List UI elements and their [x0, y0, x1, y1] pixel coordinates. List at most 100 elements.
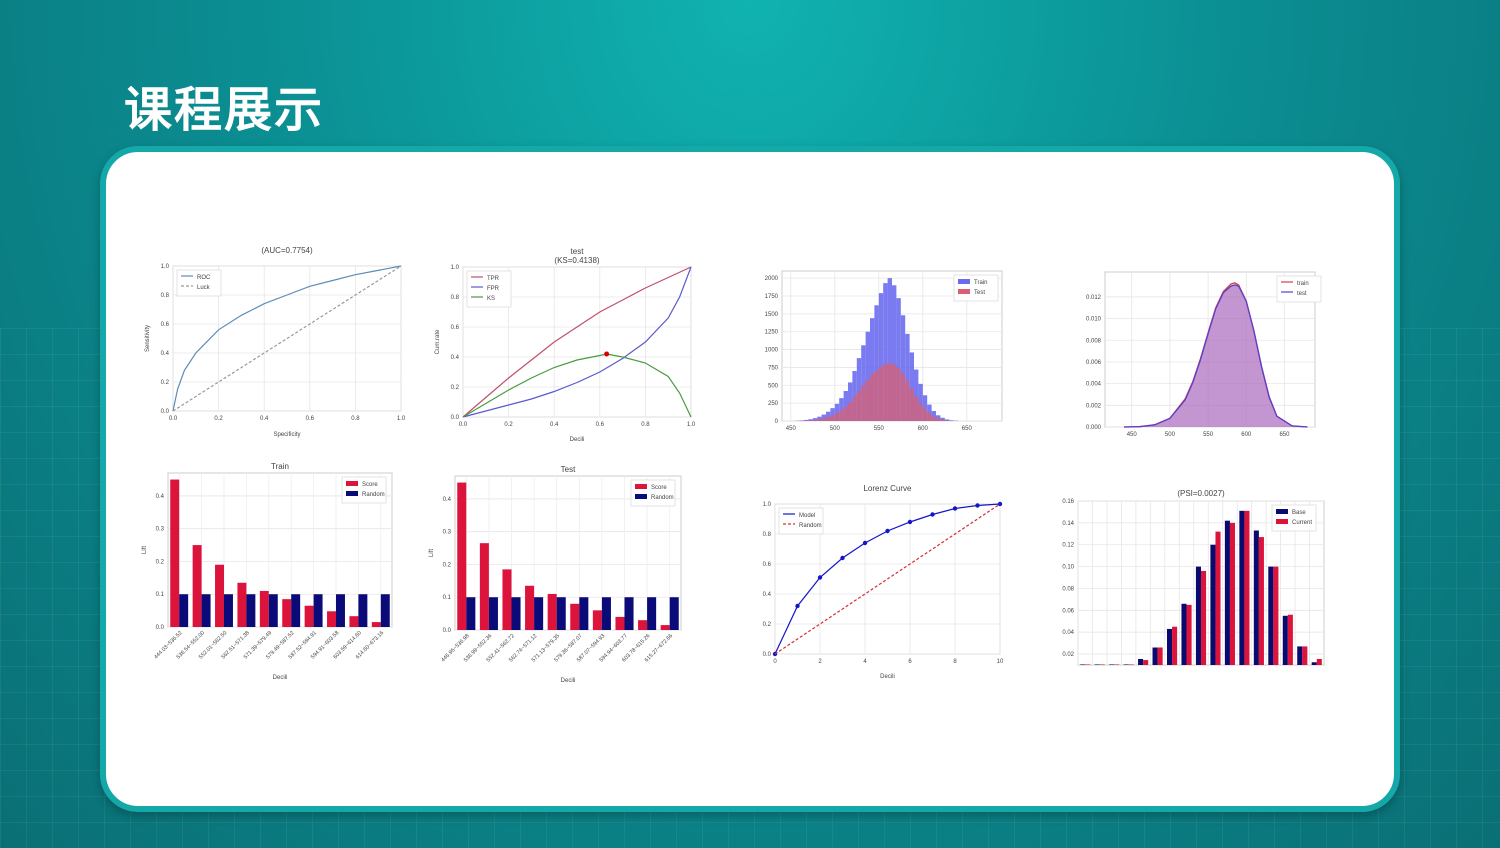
- psi-bar-current: [1316, 658, 1322, 665]
- lorenz-x-tick: 10: [997, 659, 1004, 665]
- lift-train-bar-score: [304, 605, 314, 627]
- lift-test-bar-random: [488, 597, 498, 630]
- hist-bar-train: [812, 418, 818, 421]
- lorenz-point: [795, 603, 800, 609]
- hist-bar-test: [883, 363, 888, 421]
- hist-bar-test: [887, 363, 892, 421]
- lift-test-y-tick: 0.1: [443, 595, 452, 601]
- hist-bar-test: [861, 385, 866, 421]
- psi-bar-base: [1253, 530, 1259, 665]
- hist-bar-test: [870, 374, 875, 421]
- hist-y-tick: 250: [768, 401, 779, 407]
- lift-train-bar-score: [192, 545, 202, 627]
- roc-series-roc: [172, 265, 402, 412]
- lorenz-point: [930, 512, 935, 517]
- lift-test-bar-score: [525, 585, 535, 630]
- lift-test-legend-swatch: [635, 494, 647, 499]
- psi-y-tick: 0.02: [1062, 652, 1074, 658]
- lift-test-x-label: Decili: [561, 678, 576, 684]
- psi-y-tick: 0.16: [1062, 499, 1074, 505]
- lorenz-point: [907, 519, 913, 525]
- lift-train-title: Train: [271, 462, 289, 471]
- lift-test-legend-box: [630, 479, 676, 507]
- ks-y-label: Cum.rate: [435, 329, 441, 354]
- kde-x-tick: 600: [1241, 432, 1252, 438]
- roc-x-tick: 1.0: [397, 416, 406, 422]
- lift-test-bar-score: [638, 620, 648, 630]
- psi-bar-current: [1128, 664, 1134, 665]
- psi-bar-current: [1244, 510, 1250, 665]
- lift-test-bar-score: [502, 569, 512, 630]
- lorenz-point: [952, 506, 958, 511]
- roc-x-tick: 0.4: [260, 416, 269, 422]
- hist-bar-test: [834, 413, 840, 421]
- hist-legend-swatch: [958, 279, 970, 284]
- hist-x-tick: 650: [962, 426, 973, 432]
- psi-y-tick: 0.10: [1062, 565, 1074, 571]
- hist-bar-test: [914, 396, 919, 421]
- psi-bar-base: [1138, 658, 1144, 665]
- lorenz-y-tick: 0.4: [763, 592, 772, 598]
- lift-test-bar-random: [601, 597, 611, 630]
- psi-y-tick: 0.04: [1062, 630, 1074, 636]
- lift-train-bar-score: [237, 582, 247, 627]
- lift-train-legend-swatch: [346, 491, 358, 496]
- hist-y-tick: 500: [768, 383, 779, 389]
- hist-bar-train: [834, 403, 840, 421]
- lift-train-chart: 0.00.10.20.30.4444.03~536.52536.54~552.0…: [142, 462, 393, 681]
- psi-bar-current: [1258, 537, 1264, 665]
- lift-train-bar-random: [268, 594, 278, 627]
- hist-bar-train: [900, 315, 906, 421]
- ks-x-tick: 0.0: [459, 422, 468, 428]
- lorenz-y-tick: 0.6: [763, 562, 772, 568]
- lift-train-bar-score: [282, 599, 292, 627]
- hist-bar-train: [830, 408, 835, 421]
- lift-test-bar-random: [534, 597, 544, 630]
- lift-train-bar-random: [291, 594, 301, 627]
- roc-title: (AUC=0.7754): [261, 246, 313, 255]
- psi-bar-current: [1114, 664, 1120, 665]
- hist-legend-label: Test: [974, 290, 985, 296]
- psi-bar-base: [1268, 566, 1274, 665]
- kde-x-tick: 550: [1203, 432, 1214, 438]
- roc-series-luck: [172, 265, 402, 412]
- hist-bar-train: [918, 383, 923, 421]
- lift-test-chart: 0.00.10.20.30.4446.95~536.98536.99~552.3…: [429, 465, 682, 684]
- lift-train-bar-random: [179, 594, 189, 627]
- hist-bar-train: [922, 395, 928, 421]
- ks-chart: 0.0 0.2 0.4 0.6 0.8 1.0 0.0 0.2 0.4 0.6 0.8 1.0 test…: [435, 247, 696, 443]
- kde-y-tick: 0.000: [1086, 425, 1102, 431]
- lorenz-title: Lorenz Curve: [863, 484, 912, 493]
- lift-test-y-tick: 0.3: [443, 530, 452, 536]
- psi-bar-base: [1311, 662, 1317, 665]
- lift-test-title: Test: [561, 465, 576, 474]
- hist-bar-test: [878, 366, 884, 421]
- psi-bar-base: [1195, 566, 1201, 665]
- psi-chart: 0.02 0.04 0.06 0.08 0.10 0.12 0.14 0.16 (PSI=0.0…: [1062, 489, 1325, 666]
- lorenz-x-label: Decili: [880, 674, 895, 680]
- lift-test-bar-score: [615, 616, 625, 630]
- roc-y-tick: 0.8: [161, 293, 170, 299]
- lorenz-point: [975, 503, 980, 508]
- lorenz-legend-box: [778, 507, 824, 535]
- roc-legend-box: [176, 269, 222, 297]
- lift-train-bar-score: [170, 479, 180, 627]
- hist-bar-train: [944, 419, 950, 421]
- roc-y-label: Sensitivity: [145, 325, 151, 352]
- psi-bar-base: [1166, 628, 1173, 665]
- ks-y-tick: 0.2: [451, 385, 460, 391]
- kde-y-tick: 0.010: [1086, 317, 1102, 323]
- psi-legend-swatch: [1276, 519, 1288, 524]
- hist-y-tick: 0: [775, 419, 779, 425]
- hist-bar-test: [839, 410, 844, 421]
- hist-bar-test: [927, 413, 932, 421]
- lift-train-bar-score: [371, 622, 381, 627]
- lift-test-bar-random: [466, 597, 476, 630]
- lift-train-bar-random: [201, 594, 211, 627]
- psi-bar-current: [1099, 664, 1105, 665]
- hist-y-tick: 2000: [765, 276, 779, 282]
- lift-test-y-tick: 0.0: [443, 628, 452, 634]
- lift-train-y-tick: 0.0: [156, 625, 165, 631]
- psi-y-tick: 0.06: [1062, 608, 1074, 614]
- psi-bar-base: [1094, 664, 1100, 665]
